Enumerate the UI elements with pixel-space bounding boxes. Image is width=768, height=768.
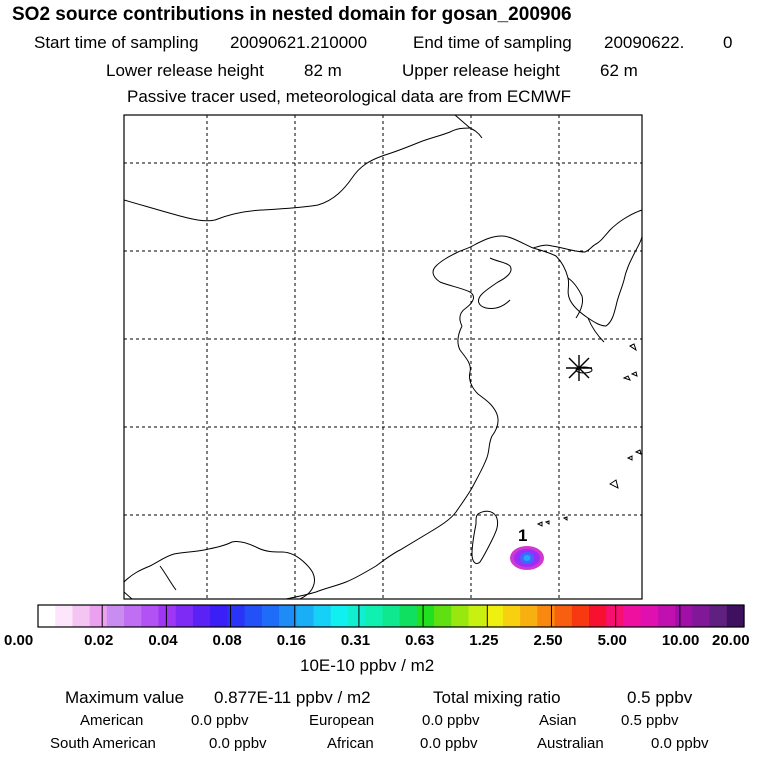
source-label: 1 bbox=[518, 526, 527, 545]
colorbar-cell bbox=[554, 605, 573, 627]
upper-height-value: 62 m bbox=[600, 61, 638, 80]
colorbar-cell bbox=[675, 605, 693, 627]
colorbar-cell bbox=[451, 605, 470, 627]
colorbar-cell bbox=[657, 605, 676, 627]
lower-height-label: Lower release height bbox=[106, 61, 264, 80]
colorbar-tick-label: 10.00 bbox=[661, 632, 700, 649]
colorbar-tick-label: 0.16 bbox=[276, 632, 306, 649]
colorbar-cell bbox=[640, 605, 659, 627]
colorbar bbox=[37, 604, 745, 628]
end-time-value: 20090622. bbox=[604, 33, 685, 52]
colorbar-cell bbox=[313, 605, 332, 627]
end-time-suffix: 0 bbox=[723, 33, 733, 52]
colorbar-tick-label: 1.25 bbox=[469, 632, 499, 649]
region-value: 0.0 ppbv bbox=[422, 712, 480, 729]
colorbar-tick-label: 0.63 bbox=[405, 632, 435, 649]
colorbar-cell bbox=[692, 605, 711, 627]
colorbar-cell bbox=[330, 605, 349, 627]
colorbar-tick-label: 5.00 bbox=[597, 632, 627, 649]
colorbar-cell bbox=[175, 605, 194, 627]
colorbar-cell bbox=[227, 605, 246, 627]
colorbar-unit: 10E-10 ppbv / m2 bbox=[300, 656, 435, 675]
colorbar-cells bbox=[38, 605, 745, 627]
max-value-label: Maximum value bbox=[65, 688, 185, 707]
colorbar-cell bbox=[72, 605, 91, 627]
colorbar-cell bbox=[158, 605, 177, 627]
colorbar-tick-label: 0.00 bbox=[4, 632, 34, 649]
region-value: 0.5 ppbv bbox=[621, 712, 679, 729]
region-name: European bbox=[309, 712, 375, 729]
total-mixing-value: 0.5 ppbv bbox=[627, 688, 693, 707]
region-name: South American bbox=[50, 735, 156, 752]
colorbar-cell bbox=[89, 605, 108, 627]
region-value: 0.0 ppbv bbox=[420, 735, 478, 752]
colorbar-cell bbox=[347, 605, 366, 627]
colorbar-cell bbox=[589, 605, 607, 627]
max-value: 0.877E-11 ppbv / m2 bbox=[214, 688, 371, 707]
colorbar-tick-label: 0.31 bbox=[340, 632, 371, 649]
region-name: Asian bbox=[539, 712, 577, 729]
colorbar-ticks bbox=[37, 605, 745, 627]
page-title: SO2 source contributions in nested domai… bbox=[12, 4, 572, 25]
colorbar-cell bbox=[124, 605, 142, 627]
colorbar-cell bbox=[210, 605, 229, 627]
tracer-note: Passive tracer used, meteorological data… bbox=[127, 87, 572, 106]
colorbar-cell bbox=[434, 605, 452, 627]
colorbar-tick-label: 20.00 bbox=[712, 632, 750, 649]
colorbar-cell bbox=[38, 605, 56, 627]
colorbar-tick-label: 0.02 bbox=[84, 632, 114, 649]
colorbar-tick-label: 2.50 bbox=[533, 632, 563, 649]
region-name: American bbox=[80, 712, 144, 729]
region-value: 0.0 ppbv bbox=[209, 735, 267, 752]
colorbar-cell bbox=[55, 605, 74, 627]
map-grid bbox=[124, 115, 642, 599]
colorbar-cell bbox=[571, 605, 590, 627]
coastlines bbox=[123, 114, 643, 600]
colorbar-cell bbox=[485, 605, 504, 627]
colorbar-cell bbox=[399, 605, 418, 627]
upper-height-label: Upper release height bbox=[402, 61, 560, 80]
colorbar-cell bbox=[726, 605, 745, 627]
map: 1 bbox=[123, 114, 643, 600]
colorbar-tick-label: 0.08 bbox=[212, 632, 242, 649]
colorbar-cell bbox=[623, 605, 642, 627]
end-time-label: End time of sampling bbox=[413, 33, 572, 52]
region-value: 0.0 ppbv bbox=[651, 735, 709, 752]
colorbar-cell bbox=[296, 605, 315, 627]
colorbar-cell bbox=[382, 605, 401, 627]
colorbar-cell bbox=[141, 605, 160, 627]
colorbar-cell bbox=[537, 605, 556, 627]
region-name: African bbox=[327, 735, 374, 752]
colorbar-tick-label: 0.04 bbox=[148, 632, 178, 649]
colorbar-cell bbox=[520, 605, 538, 627]
colorbar-cell bbox=[468, 605, 487, 627]
colorbar-cell bbox=[261, 605, 280, 627]
lower-height-value: 82 m bbox=[304, 61, 342, 80]
start-time-label: Start time of sampling bbox=[34, 33, 199, 52]
colorbar-cell bbox=[106, 605, 125, 627]
receptor-marker bbox=[566, 355, 592, 381]
colorbar-cell bbox=[365, 605, 383, 627]
region-value: 0.0 ppbv bbox=[191, 712, 249, 729]
colorbar-cell bbox=[244, 605, 263, 627]
start-time-value: 20090621.210000 bbox=[230, 33, 368, 52]
plume bbox=[510, 546, 544, 570]
colorbar-cell bbox=[709, 605, 728, 627]
colorbar-cell bbox=[192, 605, 211, 627]
total-mixing-label: Total mixing ratio bbox=[433, 688, 561, 707]
colorbar-cell bbox=[279, 605, 297, 627]
colorbar-cell bbox=[416, 605, 435, 627]
region-name: Australian bbox=[537, 735, 604, 752]
colorbar-cell bbox=[502, 605, 521, 627]
